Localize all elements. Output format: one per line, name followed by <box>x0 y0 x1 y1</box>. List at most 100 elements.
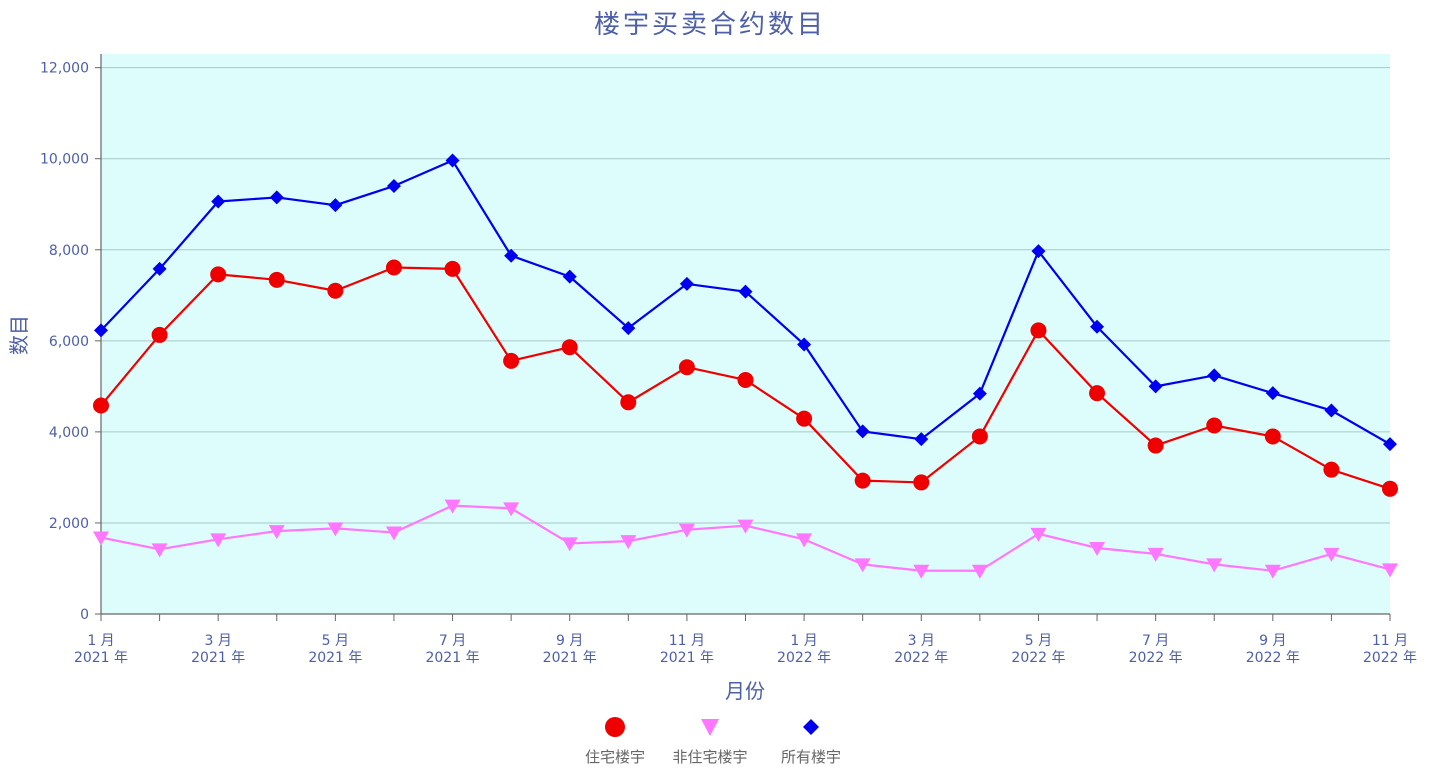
legend-marker <box>803 719 819 735</box>
data-point <box>562 269 577 284</box>
data-point <box>1089 385 1106 402</box>
y-tick-label: 12,000 <box>40 61 89 77</box>
data-point <box>269 190 284 205</box>
x-tick-label-month: 5 月 <box>1025 633 1052 649</box>
data-point <box>854 472 871 489</box>
data-point <box>561 339 578 356</box>
legend-marker <box>701 719 719 736</box>
data-point <box>1382 563 1398 578</box>
x-tick-label-year: 2022 年 <box>1129 650 1183 666</box>
series-2 <box>93 499 1398 579</box>
data-point <box>385 526 402 541</box>
data-point <box>678 523 695 538</box>
data-point <box>211 194 226 209</box>
data-point <box>796 410 813 427</box>
data-point <box>1148 379 1163 394</box>
legend-label: 所有楼宇 <box>781 748 841 766</box>
data-point <box>94 323 108 338</box>
data-point <box>913 564 930 579</box>
x-tick-label-year: 2021 年 <box>308 650 362 666</box>
data-point <box>796 533 813 548</box>
data-point <box>1264 428 1281 445</box>
x-tick-label-month: 11 月 <box>1372 633 1408 649</box>
data-point <box>971 428 988 445</box>
x-tick-label-month: 3 月 <box>205 633 232 649</box>
data-point <box>1382 480 1398 497</box>
data-point <box>503 502 520 517</box>
x-tick-label-year: 2021 年 <box>660 650 714 666</box>
x-tick-label-year: 2021 年 <box>543 650 597 666</box>
x-tick-label-month: 3 月 <box>908 633 935 649</box>
series-3 <box>94 153 1397 452</box>
data-point <box>386 179 401 194</box>
data-point <box>1207 368 1222 383</box>
data-point <box>503 352 520 369</box>
x-tick-label-year: 2022 年 <box>1363 650 1417 666</box>
x-axis-title: 月份 <box>725 679 765 703</box>
legend-label: 非住宅楼宇 <box>672 748 747 766</box>
data-point <box>620 535 637 550</box>
data-point <box>1030 527 1047 542</box>
data-point <box>972 386 987 401</box>
y-tick-label: 4,000 <box>49 425 89 441</box>
x-tick-label-year: 2022 年 <box>894 650 948 666</box>
x-tick-label-month: 9 月 <box>1259 633 1286 649</box>
data-point <box>1383 437 1397 452</box>
series-layer <box>93 153 1398 579</box>
data-point <box>1147 437 1164 454</box>
data-point <box>1265 386 1280 401</box>
data-point <box>914 432 929 447</box>
y-tick-label: 10,000 <box>40 152 89 168</box>
x-tick-label-year: 2022 年 <box>777 650 831 666</box>
y-tick-label: 8,000 <box>49 243 89 259</box>
legend-marker <box>605 717 625 737</box>
data-point <box>621 321 636 336</box>
data-point <box>151 543 168 558</box>
data-point <box>678 359 695 376</box>
x-tick-label-month: 11 月 <box>669 633 705 649</box>
x-tick-label-year: 2022 年 <box>1011 650 1065 666</box>
data-point <box>445 153 460 168</box>
y-tick-label: 2,000 <box>49 516 89 532</box>
data-point <box>444 260 461 277</box>
data-point <box>210 266 227 283</box>
data-point <box>1030 322 1047 339</box>
x-tick-label-year: 2022 年 <box>1246 650 1300 666</box>
data-point <box>1090 319 1105 334</box>
data-point <box>1324 403 1339 418</box>
data-point <box>210 533 227 548</box>
data-point <box>504 248 519 263</box>
data-point <box>151 326 168 343</box>
data-point <box>737 519 754 534</box>
x-tick-label-year: 2021 年 <box>74 650 128 666</box>
data-point <box>444 499 461 514</box>
data-point <box>1147 547 1164 562</box>
data-point <box>913 474 930 491</box>
data-point <box>327 282 344 299</box>
data-point <box>93 397 109 414</box>
data-point <box>561 537 578 552</box>
x-tick-label-month: 7 月 <box>439 633 466 649</box>
y-axis-ticks: 0 2,000 4,000 6,000 8,000 10,000 12,000 <box>40 61 101 623</box>
x-tick-label-month: 9 月 <box>556 633 583 649</box>
legend-item: 住宅楼宇 <box>585 717 645 766</box>
x-tick-label-month: 5 月 <box>322 633 349 649</box>
x-tick-label-month: 1 月 <box>790 633 817 649</box>
data-point <box>797 337 812 352</box>
data-point <box>1323 461 1340 478</box>
data-point <box>1323 547 1340 562</box>
data-point <box>855 424 870 439</box>
x-tick-label-year: 2021 年 <box>425 650 479 666</box>
data-point <box>268 525 285 540</box>
legend: 住宅楼宇 非住宅楼宇 所有楼宇 <box>585 717 841 766</box>
data-point <box>268 271 285 288</box>
chart-title: 楼宇买卖合约数目 <box>594 10 826 40</box>
data-point <box>679 276 694 291</box>
y-tick-label: 0 <box>80 607 89 623</box>
series-1 <box>93 259 1398 497</box>
data-point <box>1206 417 1223 434</box>
data-point <box>737 371 754 388</box>
data-point <box>328 198 343 213</box>
